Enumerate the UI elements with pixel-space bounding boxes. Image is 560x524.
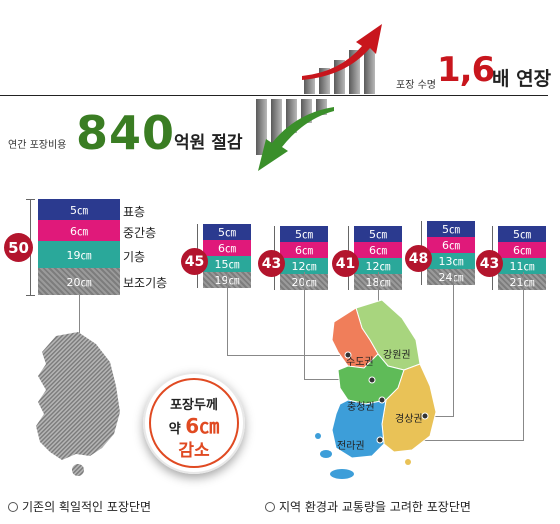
layer-subbase: 24㎝: [427, 269, 475, 285]
regional-section: 5㎝6㎝12㎝20㎝: [280, 226, 328, 290]
badge-number: 6㎝: [185, 414, 220, 438]
layer-surface: 5㎝: [203, 224, 251, 240]
thickness-reduction-badge: 포장두께 약 6㎝ 감소: [143, 372, 245, 474]
total-thickness-badge: 48: [405, 245, 432, 272]
layer-name-base: 기층: [123, 250, 146, 264]
layer-base: 15㎝: [203, 256, 251, 272]
layer-intermediate: 6㎝: [354, 242, 402, 258]
layer-intermediate: 6㎝: [38, 220, 120, 241]
korea-map-regional: [315, 299, 437, 479]
region-gyeongsang: [381, 363, 437, 453]
layer-base: 12㎝: [280, 258, 328, 274]
badge-line2: 약 6㎝: [143, 410, 245, 439]
total-thickness-badge: 41: [332, 250, 359, 277]
dimension-tick-top: [26, 199, 35, 200]
layer-surface: 5㎝: [354, 226, 402, 242]
layer-intermediate: 6㎝: [427, 237, 475, 253]
total-thickness-badge: 45: [181, 248, 208, 275]
region-label-chungcheong: 충청권: [347, 402, 375, 413]
badge-prefix: 약: [168, 422, 186, 437]
total-thickness-badge: 50: [4, 233, 33, 262]
layer-intermediate: 6㎝: [280, 242, 328, 258]
life-label: 포장 수명: [396, 80, 436, 91]
layer-name-surface: 표층: [123, 205, 146, 219]
caption-regional: 지역 환경과 교통량을 고려한 포장단면: [265, 498, 471, 515]
total-thickness-badge: 43: [476, 250, 503, 277]
conventional-section: 5㎝ 6㎝ 19㎝ 20㎝: [38, 199, 120, 295]
regional-section: 5㎝ 6㎝ 13㎝ 24㎝: [427, 221, 475, 285]
layer-subbase: 20㎝: [38, 268, 120, 295]
bullet-icon: [8, 501, 18, 512]
layer-surface: 5㎝: [38, 199, 120, 220]
bullet-icon: [265, 501, 275, 512]
connector-line: [79, 295, 80, 345]
cost-suffix: 억원 절감: [174, 133, 243, 153]
layer-name-subbase: 보조기층: [123, 276, 168, 290]
badge-ring: [149, 378, 239, 468]
connector-line: [227, 355, 347, 356]
badge-line3: 감소: [178, 441, 210, 461]
layer-name-intermediate: 중간층: [123, 226, 157, 240]
connector-line: [227, 272, 228, 356]
layer-surface: 5㎝: [427, 221, 475, 237]
region-label-jeolla: 전라권: [337, 441, 365, 452]
connector-line: [453, 272, 454, 417]
connector-line: [304, 272, 305, 380]
region-label-capital: 수도권: [346, 357, 374, 368]
layer-surface: 5㎝: [280, 226, 328, 242]
life-suffix: 배 연장: [492, 68, 552, 90]
rising-bars-icon: [302, 24, 382, 94]
connector-line: [380, 440, 524, 441]
layer-subbase: 21㎝: [498, 274, 546, 290]
region-jeolla: [331, 399, 387, 459]
regional-section: 5㎝ 6㎝ 11㎝ 21㎝: [498, 226, 546, 290]
caption-conventional: 기존의 획일적인 포장단면: [8, 498, 151, 515]
caption-regional-text: 지역 환경과 교통량을 고려한 포장단면: [279, 500, 471, 514]
korea-map-grey: [36, 332, 120, 476]
caption-conventional-text: 기존의 획일적인 포장단면: [22, 500, 152, 514]
badge-line1: 포장두께: [170, 398, 218, 413]
layer-base: 13㎝: [427, 253, 475, 269]
layer-base: 19㎝: [38, 241, 120, 268]
regional-section: 5㎝6㎝15㎝19㎝: [203, 224, 251, 288]
cost-label: 연간 포장비용: [8, 140, 67, 151]
cost-value: 840: [76, 106, 176, 160]
regional-section: 5㎝6㎝12㎝18㎝: [354, 226, 402, 290]
connector-line: [425, 416, 454, 417]
divider-line: [0, 95, 548, 96]
layer-base: 11㎝: [498, 258, 546, 274]
connector-line: [523, 272, 524, 440]
dimension-tick-bottom: [26, 295, 35, 296]
layer-base: 12㎝: [354, 258, 402, 274]
layer-intermediate: 6㎝: [203, 240, 251, 256]
falling-bars-icon: [256, 99, 334, 171]
total-thickness-badge: 43: [258, 250, 285, 277]
region-label-gyeongsang: 경상권: [395, 414, 423, 425]
layer-surface: 5㎝: [498, 226, 546, 242]
region-label-gangwon: 강원권: [383, 350, 411, 361]
life-value: 1,6: [437, 50, 495, 90]
layer-intermediate: 6㎝: [498, 242, 546, 258]
